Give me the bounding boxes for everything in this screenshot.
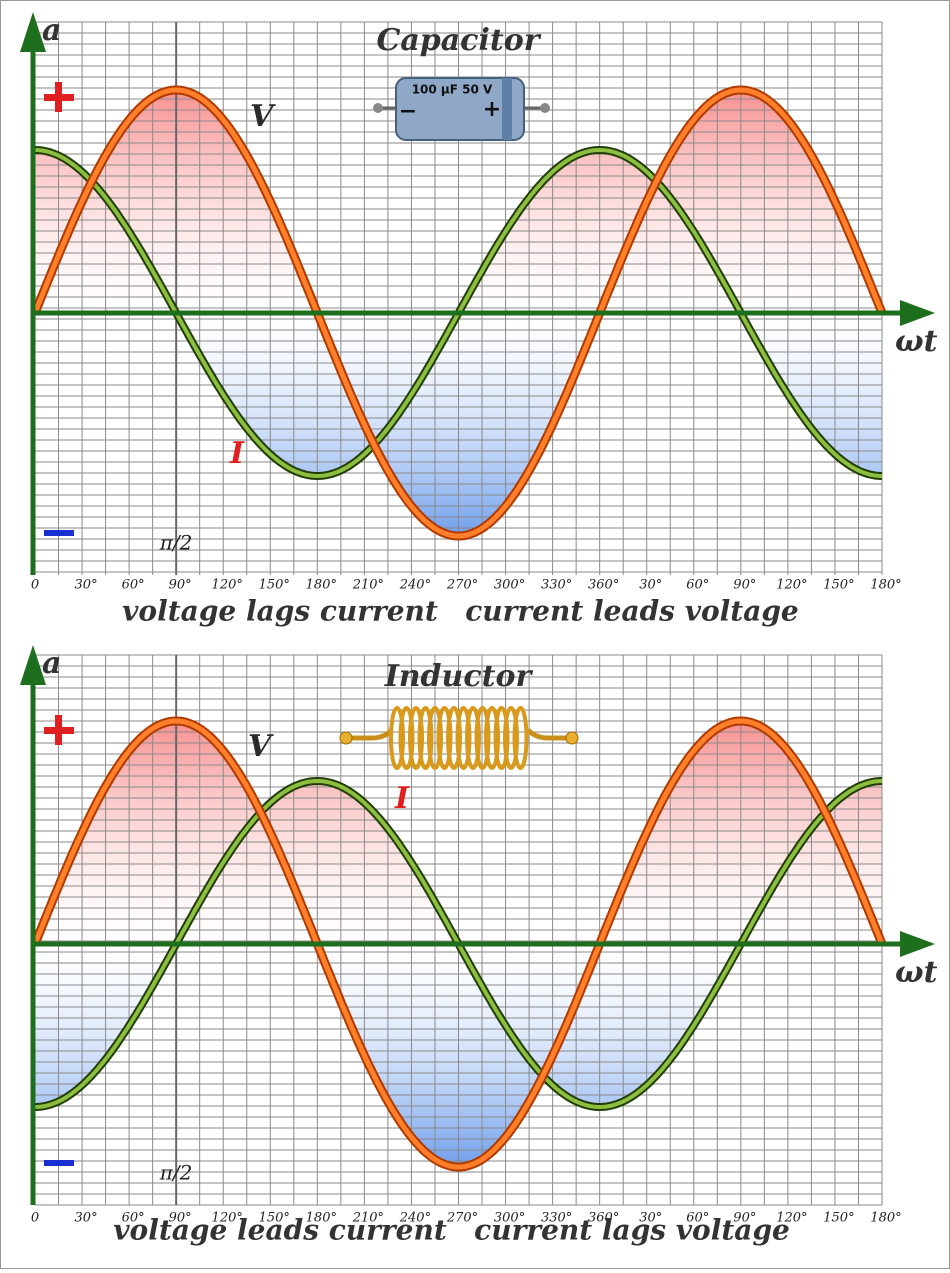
x-tick-label: 210° (352, 578, 384, 593)
x-tick-label: 30° (75, 578, 98, 593)
x-tick-label: 330° (541, 578, 572, 593)
x-tick-label: 90° (169, 1211, 192, 1226)
x-tick-label: 120° (776, 578, 807, 593)
inductor-coil (446, 706, 462, 770)
lead-end (540, 103, 550, 113)
x-tick-label: 240° (399, 578, 431, 593)
minus-sign (44, 530, 74, 536)
inductor-coil (398, 706, 415, 770)
x-tick-label: 150° (823, 578, 854, 593)
x-tick-label: 150° (259, 1211, 290, 1226)
x-tick-label: 180° (870, 1211, 901, 1226)
caption-left: voltage leads current (113, 1214, 447, 1247)
x-tick-label: 90° (169, 578, 192, 593)
x-tick-label: 240° (399, 1211, 431, 1226)
x-tick-label: 120° (776, 1211, 807, 1226)
y-axis-arrow (20, 12, 46, 52)
current-label: I (394, 781, 410, 816)
marker-label: π/2 (159, 531, 193, 555)
inductor-coil (436, 706, 453, 770)
x-tick-label: 270° (446, 578, 478, 593)
x-tick-label: 60° (122, 578, 145, 593)
inductor-coil (474, 706, 491, 770)
caption-right: current lags voltage (474, 1214, 790, 1247)
capacitor-body (395, 77, 525, 141)
inductor-coil (455, 706, 472, 770)
x-tick-label: 60° (686, 578, 709, 593)
x-axis-arrow (900, 931, 935, 957)
inductor-coil (389, 706, 405, 770)
inductor-coil (408, 706, 424, 770)
inductor-coil (417, 706, 434, 770)
x-tick-label: 300° (494, 578, 525, 593)
voltage-label: V (250, 99, 276, 134)
inductor-coil (427, 706, 443, 770)
x-tick-label: 210° (352, 1211, 384, 1226)
x-tick-label: 150° (259, 578, 290, 593)
x-axis-label: ωt (895, 324, 938, 359)
inductor-coil (484, 706, 500, 770)
capacitor-band (502, 78, 512, 140)
inductor-coil (512, 706, 529, 770)
y-axis-label: a (42, 646, 61, 681)
x-tick-label: 360° (588, 1211, 619, 1226)
component-text: + (483, 97, 501, 122)
x-axis-arrow (900, 300, 935, 326)
component-text: 100 µF 50 V (412, 83, 493, 97)
x-tick-label: 120° (212, 578, 243, 593)
x-tick-label: 270° (446, 1211, 478, 1226)
minus-sign (44, 1160, 74, 1166)
component-text: − (399, 99, 417, 124)
x-tick-label: 90° (733, 578, 756, 593)
x-tick-label: 360° (588, 578, 619, 593)
y-axis-label: a (42, 13, 61, 48)
x-tick-label: 330° (541, 1211, 572, 1226)
x-tick-label: 0 (31, 578, 39, 593)
x-tick-label: 180° (306, 578, 337, 593)
x-tick-label: 60° (686, 1211, 709, 1226)
current-curve (32, 718, 885, 1170)
inductor-coil (493, 706, 510, 770)
current-curve (32, 87, 885, 539)
x-tick-label: 180° (870, 578, 901, 593)
x-tick-label: 60° (122, 1211, 145, 1226)
x-tick-label: 120° (212, 1211, 243, 1226)
inductor-coil (503, 706, 519, 770)
caption-right: current leads voltage (465, 595, 799, 628)
inductor-coil (465, 706, 481, 770)
chart-title: Capacitor (376, 23, 541, 58)
x-tick-label: 150° (823, 1211, 854, 1226)
caption-left: voltage lags current (122, 595, 438, 628)
voltage-label: V (248, 729, 274, 764)
x-tick-label: 30° (639, 578, 662, 593)
lead-end (565, 731, 579, 745)
chart-title: Inductor (384, 659, 534, 694)
x-axis-label: ωt (895, 955, 938, 990)
x-tick-label: 0 (31, 1211, 39, 1226)
x-tick-label: 90° (733, 1211, 756, 1226)
marker-label: π/2 (159, 1161, 193, 1185)
x-tick-label: 300° (494, 1211, 525, 1226)
lead-end (339, 731, 353, 745)
plus-sign (55, 715, 62, 745)
current-label: I (229, 436, 245, 471)
y-axis-arrow (20, 645, 46, 685)
x-tick-label: 30° (75, 1211, 98, 1226)
x-tick-label: 30° (639, 1211, 662, 1226)
plus-sign (55, 82, 62, 112)
x-tick-label: 180° (306, 1211, 337, 1226)
lead-end (373, 103, 383, 113)
